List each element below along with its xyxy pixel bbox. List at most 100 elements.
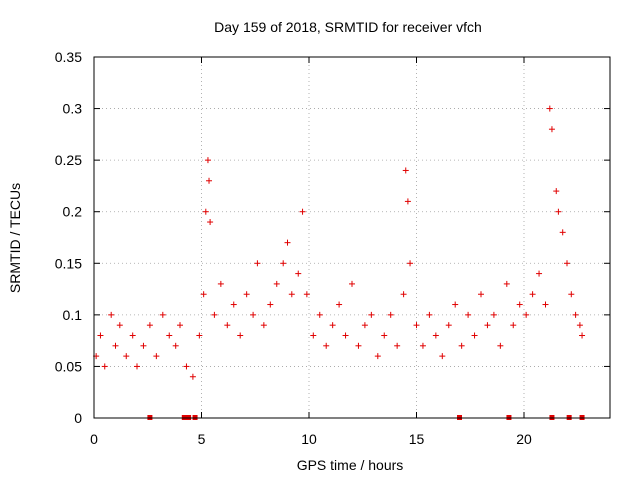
- data-point: [432, 332, 439, 339]
- grid-lines: [94, 57, 610, 418]
- data-point: [153, 353, 160, 360]
- data-point: [336, 301, 343, 308]
- data-point: [159, 311, 166, 318]
- data-point: [303, 291, 310, 298]
- data-point: [140, 342, 147, 349]
- data-point: [146, 322, 153, 329]
- x-tick-label: 15: [409, 431, 425, 447]
- data-point: [546, 105, 553, 112]
- data-point: [288, 291, 295, 298]
- data-point: [361, 322, 368, 329]
- y-tick-label: 0.1: [63, 307, 83, 323]
- data-point: [112, 342, 119, 349]
- data-point: [548, 126, 555, 133]
- data-point: [97, 332, 104, 339]
- data-point: [116, 322, 123, 329]
- data-point: [426, 311, 433, 318]
- data-point: [576, 322, 583, 329]
- data-point: [177, 322, 183, 329]
- data-point: [217, 280, 224, 287]
- data-point: [402, 167, 409, 174]
- data-point: [310, 332, 317, 339]
- data-point: [553, 188, 560, 195]
- data-point: [579, 332, 586, 339]
- data-point: [123, 353, 130, 360]
- data-point: [465, 311, 472, 318]
- data-point: [129, 332, 136, 339]
- data-point: [568, 291, 575, 298]
- data-point: [284, 239, 291, 246]
- data-point: [404, 198, 411, 205]
- data-point: [196, 332, 203, 339]
- data-point: [490, 311, 497, 318]
- data-point: [413, 322, 420, 329]
- y-tick-label: 0: [74, 410, 82, 426]
- data-point: [555, 208, 562, 215]
- data-point: [497, 342, 504, 349]
- data-point: [536, 270, 543, 277]
- data-point: [523, 311, 530, 318]
- data-point: [439, 353, 446, 360]
- data-point: [211, 311, 218, 318]
- data-point: [254, 260, 261, 267]
- data-point: [204, 157, 211, 164]
- data-point: [316, 311, 323, 318]
- data-point: [224, 322, 231, 329]
- data-point: [564, 260, 570, 267]
- data-point: [202, 208, 209, 215]
- data-point: [206, 177, 213, 184]
- data-point: [237, 332, 244, 339]
- data-point: [108, 311, 115, 318]
- data-point: [478, 291, 484, 298]
- data-point: [323, 342, 330, 349]
- y-tick-label: 0.25: [55, 152, 82, 168]
- data-points: [93, 105, 586, 380]
- x-tick-label: 5: [198, 431, 206, 447]
- data-point: [400, 291, 407, 298]
- data-point: [387, 311, 394, 318]
- data-point: [299, 208, 306, 215]
- x-axis-ticks: 0 5 10 15 20: [90, 57, 532, 447]
- x-tick-label: 10: [301, 431, 317, 447]
- data-point: [484, 322, 491, 329]
- y-tick-label: 0.35: [55, 49, 82, 65]
- data-point: [503, 280, 510, 287]
- y-axis-label: SRMTID / TECUs: [7, 183, 23, 293]
- data-point: [243, 291, 250, 298]
- data-point: [172, 342, 179, 349]
- y-tick-label: 0.05: [55, 358, 82, 374]
- data-point: [559, 229, 566, 236]
- y-tick-label: 0.15: [55, 255, 82, 271]
- y-axis-ticks: 0 0.05 0.1 0.15 0.2 0.25 0.3 0.35: [55, 49, 610, 426]
- data-point: [280, 260, 287, 267]
- data-point: [273, 280, 280, 287]
- data-point: [329, 322, 336, 329]
- data-point: [445, 322, 452, 329]
- data-point: [230, 301, 237, 308]
- data-point: [349, 280, 355, 287]
- data-point: [134, 363, 140, 370]
- data-point: [342, 332, 349, 339]
- chart-title: Day 159 of 2018, SRMTID for receiver vfc…: [214, 19, 482, 35]
- data-point: [529, 291, 536, 298]
- data-point: [458, 342, 465, 349]
- data-point: [407, 260, 414, 267]
- data-point: [207, 219, 214, 226]
- data-point: [419, 342, 426, 349]
- x-axis-label: GPS time / hours: [297, 457, 404, 473]
- y-tick-label: 0.2: [63, 204, 83, 220]
- data-point: [183, 363, 190, 370]
- data-point: [200, 291, 207, 298]
- data-point: [381, 332, 388, 339]
- data-point: [452, 301, 459, 308]
- x-tick-label: 0: [90, 431, 98, 447]
- x-tick-label: 20: [516, 431, 532, 447]
- data-point: [572, 311, 579, 318]
- data-point: [267, 301, 274, 308]
- data-point: [542, 301, 549, 308]
- data-point: [516, 301, 523, 308]
- plot-frame: [93, 56, 611, 419]
- data-point: [295, 270, 302, 277]
- data-point: [510, 322, 517, 329]
- data-point: [368, 311, 375, 318]
